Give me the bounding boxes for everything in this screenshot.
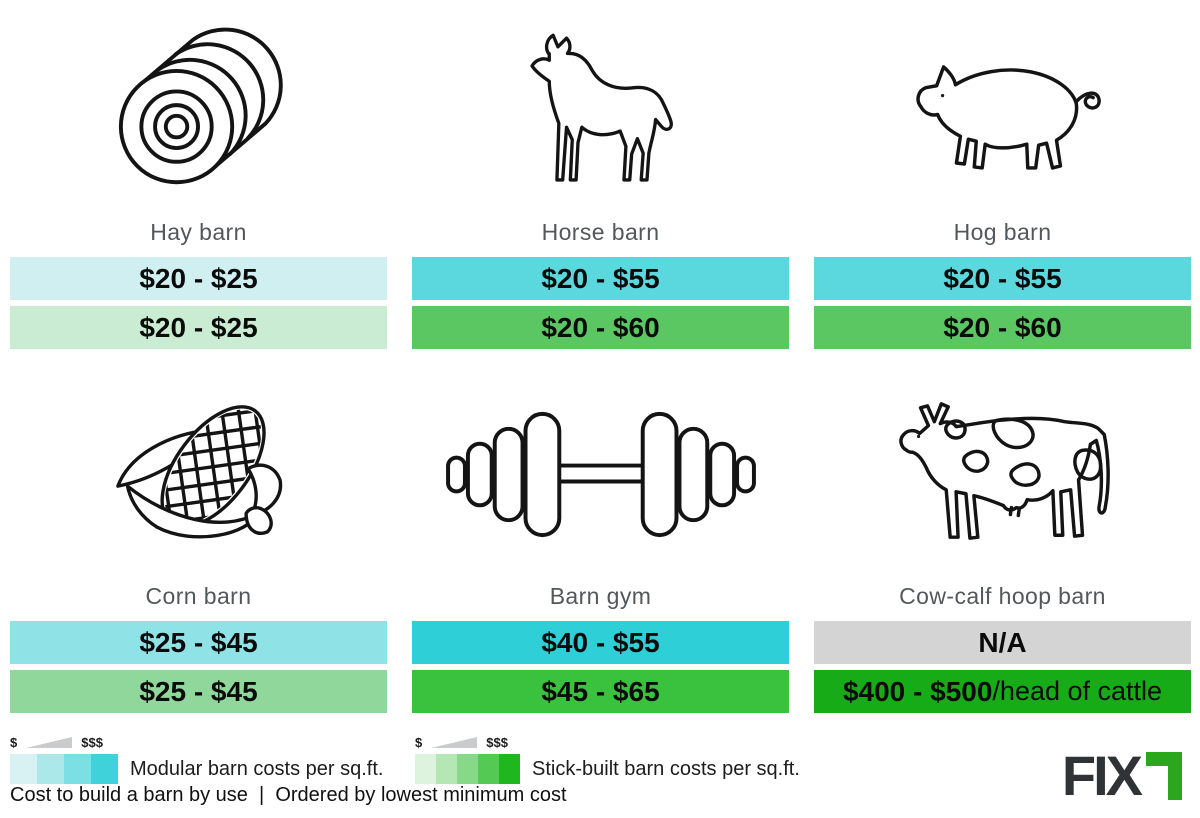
dollar-min-label: $ xyxy=(10,735,18,750)
stick-cost-bar: $20 - $25 xyxy=(10,306,387,349)
stick-cost-bar: $25 - $45 xyxy=(10,670,387,713)
legend-label: Modular barn costs per sq.ft. xyxy=(130,757,384,780)
horse-icon xyxy=(529,33,673,182)
modular-cost-bar: $40 - $55 xyxy=(412,621,789,664)
cost-value: $25 - $45 xyxy=(139,675,258,707)
cost-value: $25 - $45 xyxy=(139,626,258,658)
modular-cost-bar: $25 - $45 xyxy=(10,621,387,664)
fixr-logo-text: FIX xyxy=(1061,744,1143,807)
legend-swatch xyxy=(436,754,457,784)
cost-wedge-icon xyxy=(431,737,478,748)
modular-cost-bar: $20 - $25 xyxy=(10,257,387,300)
cost-value: $20 - $60 xyxy=(541,311,660,343)
dollar-max-label: $$$ xyxy=(81,735,103,750)
cell-cow-calf-hoop-barn: Cow-calf hoop barn N/A $400 - $500/head … xyxy=(814,389,1191,713)
cell-title: Cow-calf hoop barn xyxy=(899,583,1106,609)
legend-swatch xyxy=(457,754,478,784)
cell-hay-barn: Hay barn $20 - $25 $20 - $25 xyxy=(10,25,387,349)
cell-title: Horse barn xyxy=(541,219,660,245)
fixr-logo: FIX xyxy=(1061,744,1184,807)
cow-icon xyxy=(898,402,1110,540)
cell-title: Hog barn xyxy=(953,219,1052,245)
cost-value: N/A xyxy=(978,626,1027,658)
legend-label: Stick-built barn costs per sq.ft. xyxy=(532,757,800,780)
modular-cost-bar: N/A xyxy=(814,621,1191,664)
cost-value: $20 - $25 xyxy=(139,262,258,294)
cost-value: $400 - $500 xyxy=(842,675,993,707)
cost-value: $20 - $55 xyxy=(541,262,660,294)
cost-value: $20 - $60 xyxy=(943,311,1062,343)
cell-title: Hay barn xyxy=(150,219,247,245)
cost-value: $20 - $55 xyxy=(943,262,1062,294)
stick-cost-bar: $20 - $60 xyxy=(412,306,789,349)
corn-icon xyxy=(115,393,282,541)
dumbbell-icon xyxy=(445,411,756,537)
modular-cost-bar: $20 - $55 xyxy=(814,257,1191,300)
stick-cost-bar: $400 - $500/head of cattle xyxy=(814,670,1191,713)
cost-suffix: /head of cattle xyxy=(992,676,1163,706)
pig-icon xyxy=(915,65,1101,170)
dollar-max-label: $$$ xyxy=(486,735,508,750)
legend-swatch xyxy=(499,754,520,784)
dollar-min-label: $ xyxy=(415,735,423,750)
cost-value: $40 - $55 xyxy=(541,626,660,658)
stick-cost-bar: $20 - $60 xyxy=(814,306,1191,349)
fixr-logo-r-icon xyxy=(1146,752,1182,800)
stick-cost-bar: $45 - $65 xyxy=(412,670,789,713)
legend-swatch xyxy=(91,754,118,784)
legend-stick-built: $ $$$ Stick-built barn costs per sq.ft. xyxy=(415,735,800,784)
cell-corn-barn: Corn barn $25 - $45 $25 - $45 xyxy=(10,389,387,713)
modular-cost-bar: $20 - $55 xyxy=(412,257,789,300)
cell-hog-barn: Hog barn $20 - $55 $20 - $60 xyxy=(814,25,1191,349)
legend-swatch xyxy=(10,754,37,784)
cell-title: Barn gym xyxy=(549,583,652,609)
legend-swatch xyxy=(415,754,436,784)
legend-swatch xyxy=(478,754,499,784)
legend-modular: $ $$$ Modular barn costs per sq.ft. xyxy=(10,735,383,784)
hay-bale-icon xyxy=(118,27,283,185)
cost-value: $45 - $65 xyxy=(541,675,660,707)
barn-grid: Hay barn $20 - $25 $20 - $25 Horse barn … xyxy=(10,25,1191,713)
legend-swatch xyxy=(64,754,91,784)
cell-horse-barn: Horse barn $20 - $55 $20 - $60 xyxy=(412,25,789,349)
chart-caption: Cost to build a barn by use | Ordered by… xyxy=(10,784,567,806)
cell-title: Corn barn xyxy=(145,583,252,609)
cell-barn-gym: Barn gym $40 - $55 $45 - $65 xyxy=(412,389,789,713)
cost-value: $20 - $25 xyxy=(139,311,258,343)
legend-swatch xyxy=(37,754,64,784)
cost-wedge-icon xyxy=(26,737,73,748)
